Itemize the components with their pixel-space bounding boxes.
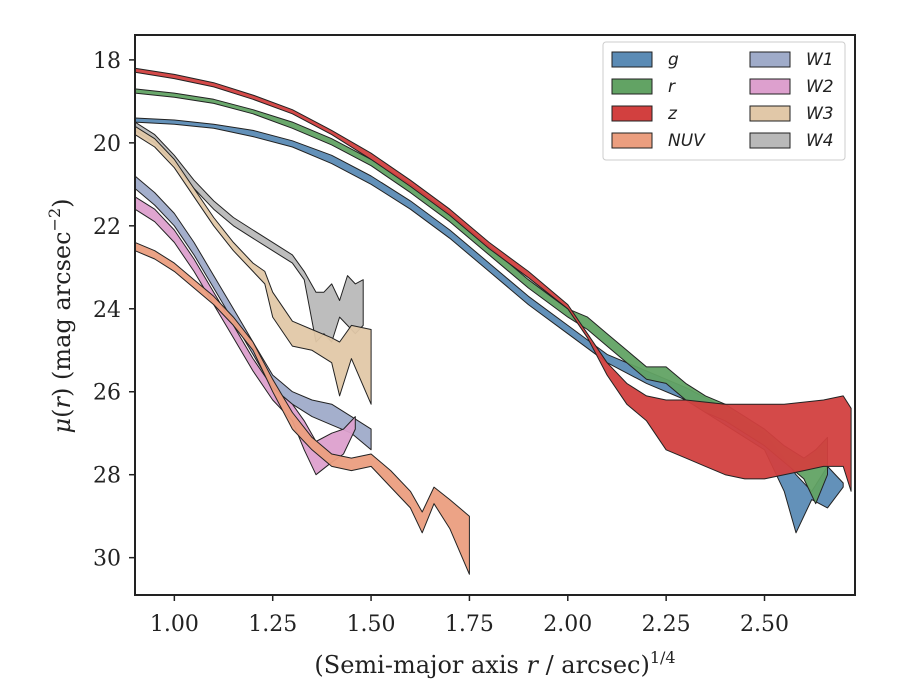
legend: grz NUV W1 W2 W3 W4	[602, 41, 846, 161]
legend-swatch-w2	[749, 78, 791, 95]
legend-label-w3: W3	[806, 104, 834, 124]
band-w1	[134, 175, 372, 451]
band-nuv	[134, 241, 470, 575]
x-tick-label: 2.00	[543, 612, 592, 637]
legend-box	[602, 41, 846, 161]
legend-label-w2: W2	[806, 77, 834, 97]
x-axis-label: (Semi-major axis r / arcsec)1/4	[314, 648, 675, 679]
legend-label-r: r	[668, 77, 676, 97]
y-tick-label: 30	[93, 547, 121, 572]
legend-label-w4: W4	[806, 131, 834, 151]
x-tick-label: 1.50	[347, 612, 396, 637]
band-z	[134, 67, 852, 492]
y-tick-label: 22	[93, 215, 121, 240]
band-g	[134, 117, 844, 534]
y-tick-label: 26	[93, 381, 121, 406]
legend-label-g: g	[668, 50, 679, 70]
y-axis-ticks: 18 20 22 24 26 28 30	[93, 49, 135, 572]
legend-entries: grz NUV W1 W2 W3 W4	[611, 50, 834, 151]
legend-swatch-w4	[749, 132, 791, 149]
legend-label-w1: W1	[806, 50, 834, 70]
band-w4	[134, 121, 364, 343]
legend-swatch-r	[611, 78, 653, 95]
legend-swatch-z	[611, 105, 653, 122]
legend-swatch-w3	[749, 105, 791, 122]
x-tick-label: 1.25	[248, 612, 297, 637]
x-tick-label: 2.50	[740, 612, 789, 637]
legend-swatch-w1	[749, 51, 791, 68]
x-axis-ticks: 1.00 1.25 1.50 1.75 2.00 2.25 2.50	[150, 595, 789, 637]
x-tick-label: 1.00	[150, 612, 199, 637]
y-tick-label: 24	[93, 298, 121, 323]
plot-frame	[134, 34, 856, 596]
y-tick-label: 28	[93, 464, 121, 489]
legend-swatch-nuv	[611, 132, 653, 149]
legend-label-nuv: NUV	[668, 131, 706, 151]
y-axis-label: μ(r) (mag arcsec−2)	[45, 198, 76, 433]
band-w3	[134, 125, 372, 405]
y-tick-label: 18	[93, 49, 121, 74]
series-layer	[134, 67, 852, 575]
x-tick-label: 2.25	[642, 612, 691, 637]
x-tick-label: 1.75	[445, 612, 494, 637]
legend-label-z: z	[667, 104, 678, 124]
y-tick-label: 20	[93, 132, 121, 157]
legend-swatch-g	[611, 51, 653, 68]
